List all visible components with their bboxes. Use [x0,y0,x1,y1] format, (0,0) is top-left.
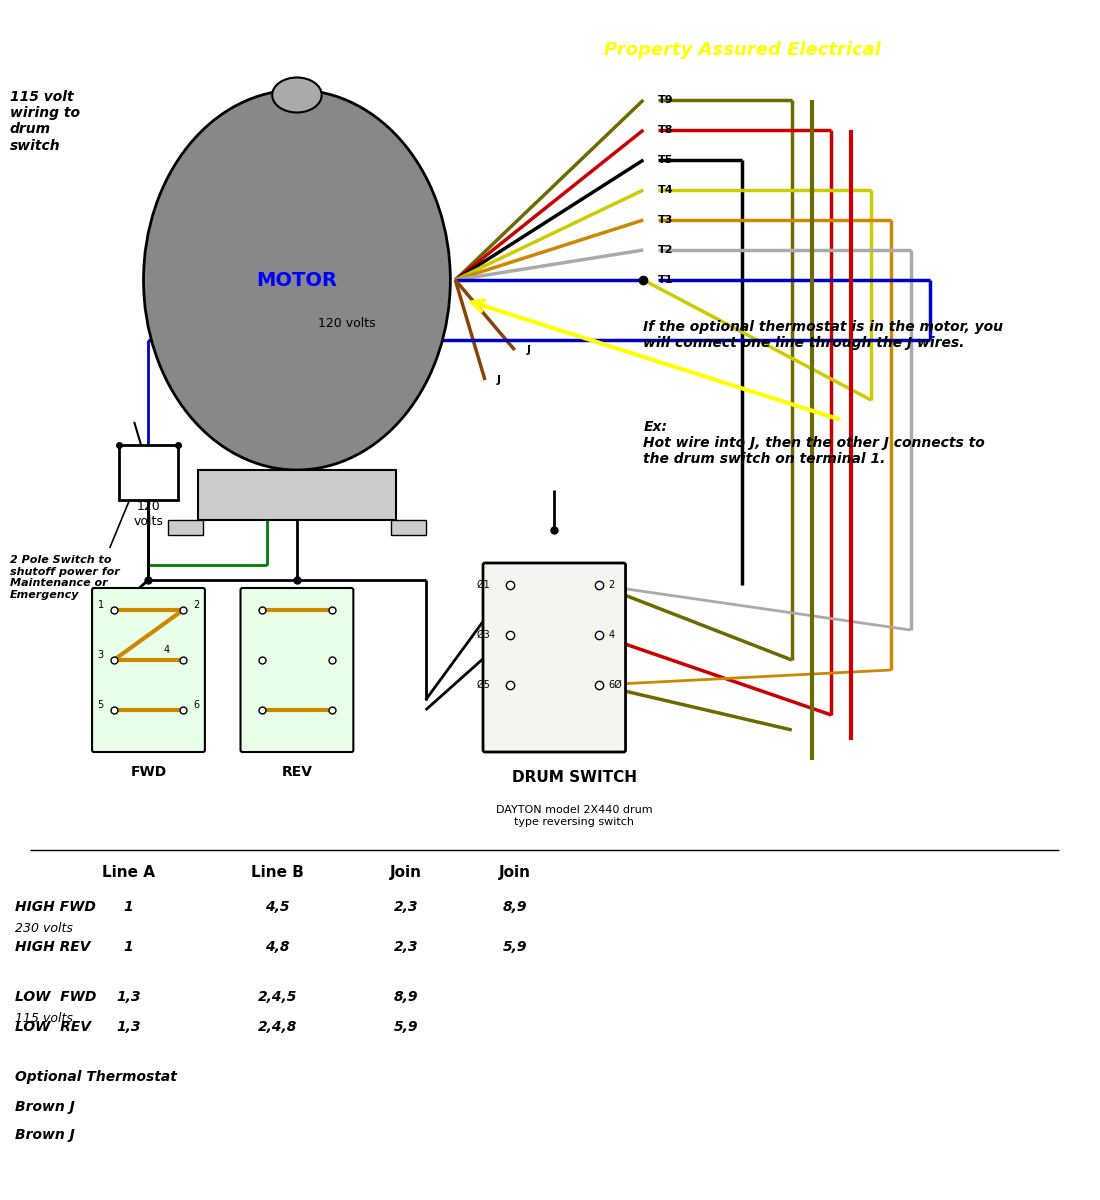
Text: DRUM SWITCH: DRUM SWITCH [512,770,637,785]
Text: 8,9: 8,9 [503,900,527,914]
Text: T8: T8 [658,125,673,134]
Bar [168,520,202,535]
Text: 2: 2 [192,600,199,610]
Text: T4: T4 [658,185,674,194]
Text: T2: T2 [658,245,673,254]
Text: 6: 6 [192,700,199,710]
Text: 2,3: 2,3 [394,940,418,954]
Text: 8,9: 8,9 [394,990,418,1004]
Text: 5,9: 5,9 [503,940,527,954]
Text: LOW  REV: LOW REV [14,1020,91,1034]
Text: 2,4,5: 2,4,5 [257,990,297,1004]
Text: T3: T3 [658,215,673,224]
Text: DAYTON model 2X440 drum
type reversing switch: DAYTON model 2X440 drum type reversing s… [496,805,652,827]
Ellipse shape [272,78,321,113]
Bar [119,445,178,500]
Text: 115 volts: 115 volts [14,1012,73,1025]
Text: 115 volt
wiring to
drum
switch: 115 volt wiring to drum switch [10,90,80,152]
FancyBboxPatch shape [241,588,353,752]
Text: Join: Join [389,865,421,880]
Text: 5: 5 [98,700,103,710]
Text: 4: 4 [163,646,169,655]
Text: Optional Thermostat: Optional Thermostat [14,1070,177,1084]
Text: If the optional thermostat is in the motor, you
will connect one line through th: If the optional thermostat is in the mot… [644,320,1003,350]
Text: Ø1: Ø1 [476,580,490,590]
Text: 230 volts: 230 volts [14,922,73,935]
Text: 2 Pole Switch to
shutoff power for
Maintenance or
Emergency: 2 Pole Switch to shutoff power for Maint… [10,554,120,600]
Ellipse shape [143,90,450,470]
Bar [390,520,426,535]
Text: MOTOR: MOTOR [256,270,338,289]
Text: T9: T9 [658,95,674,104]
Text: Join: Join [498,865,530,880]
Text: 4: 4 [608,630,615,640]
Text: T5: T5 [658,155,673,164]
Text: Ø5: Ø5 [476,680,490,690]
Text: J: J [527,346,530,355]
Text: REV: REV [282,766,312,779]
Text: 2: 2 [608,580,615,590]
Bar [198,470,396,520]
Text: Brown J: Brown J [14,1100,75,1114]
Text: J: J [497,374,500,385]
Text: Ex:
Hot wire into J, then the other J connects to
the drum switch on terminal 1.: Ex: Hot wire into J, then the other J co… [644,420,986,467]
Text: 6Ø: 6Ø [608,680,623,690]
Text: 120
volts: 120 volts [133,500,164,528]
Text: 1: 1 [124,900,133,914]
Text: Line A: Line A [102,865,155,880]
Text: FWD: FWD [130,766,166,779]
Text: 1: 1 [98,600,103,610]
Text: Property Assured Electrical: Property Assured Electrical [604,41,881,59]
Text: Ø3: Ø3 [476,630,490,640]
Text: HIGH FWD: HIGH FWD [14,900,96,914]
Text: 120 volts: 120 volts [318,317,375,330]
Text: T1: T1 [658,275,673,286]
FancyBboxPatch shape [483,563,626,752]
Text: 1,3: 1,3 [117,990,141,1004]
Text: LOW  FWD: LOW FWD [14,990,96,1004]
Text: HIGH REV: HIGH REV [14,940,90,954]
Text: 1: 1 [124,940,133,954]
Text: Brown J: Brown J [14,1128,75,1142]
Text: Line B: Line B [251,865,304,880]
Text: 1,3: 1,3 [117,1020,141,1034]
FancyBboxPatch shape [92,588,205,752]
Text: 2,3: 2,3 [394,900,418,914]
Text: 4,5: 4,5 [265,900,289,914]
Text: 3: 3 [98,650,103,660]
Text: 5,9: 5,9 [394,1020,418,1034]
Text: 4,8: 4,8 [265,940,289,954]
Text: 2,4,8: 2,4,8 [257,1020,297,1034]
